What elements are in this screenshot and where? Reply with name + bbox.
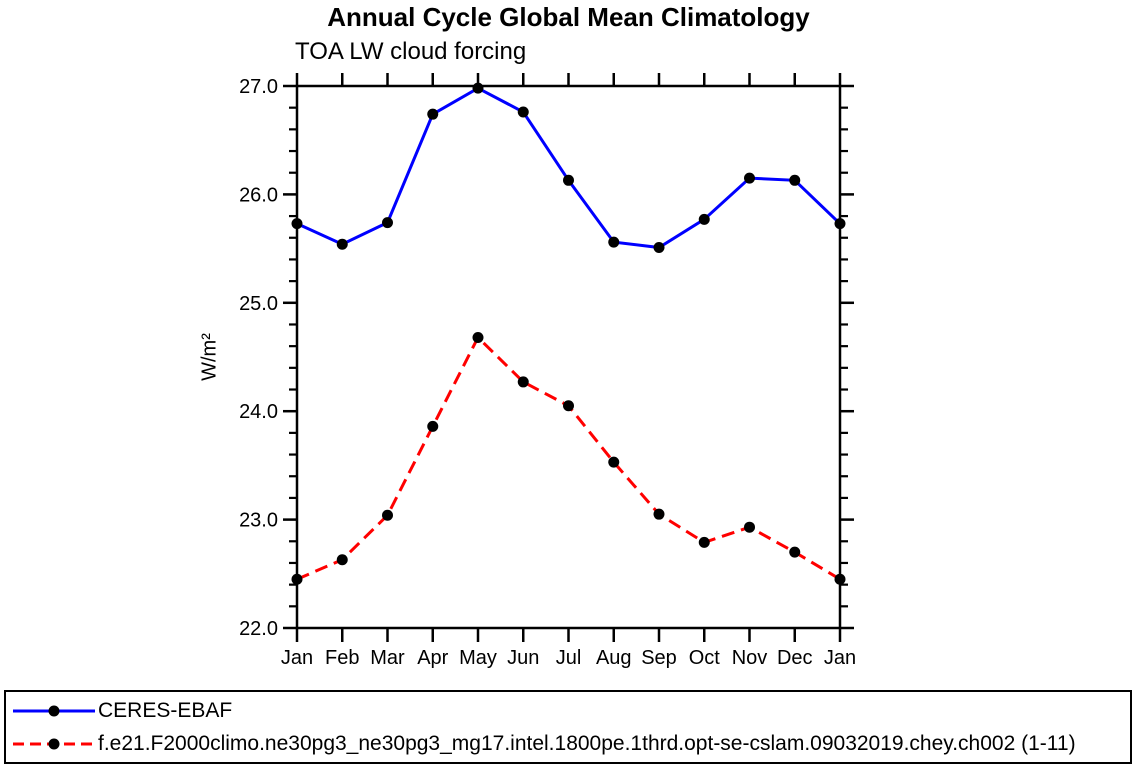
ceres-ebaf-data-point	[834, 218, 846, 230]
x-tick-label: Jul	[556, 647, 582, 669]
model-run-data-point	[427, 420, 439, 432]
model-run-data-point	[336, 554, 348, 566]
ceres-ebaf-data-point	[698, 213, 710, 225]
x-tick-label: Jun	[507, 647, 539, 669]
chart-subtitle: TOA LW cloud forcing	[295, 38, 527, 65]
plot-frame	[295, 84, 842, 630]
legend-marker-dot	[48, 738, 60, 749]
line-chart-plot: 22.0 23.0 24.0 25.0 26.0 27.0 Jan Feb Mar Apr May J…	[239, 73, 856, 669]
model-run-data-point	[698, 536, 710, 548]
y-tick-label: 27.0	[239, 76, 278, 98]
x-tick-label: May	[459, 647, 497, 669]
ceres-ebaf-data-point	[336, 238, 348, 250]
legend-entry-ceres-ebaf: CERES-EBAF	[12, 697, 1130, 725]
y-tick-label: 25.0	[239, 293, 278, 315]
chart-title: Annual Cycle Global Mean Climatology	[327, 2, 810, 32]
x-tick-label: Jan	[824, 647, 856, 669]
model-run-data-point	[608, 456, 620, 468]
model-run-data-point	[789, 546, 801, 558]
ceres-ebaf-data-point	[291, 218, 303, 230]
y-tick-label: 26.0	[239, 184, 278, 206]
y-tick-label: 24.0	[239, 401, 278, 423]
x-tick-label: Mar	[370, 647, 405, 669]
ceres-ebaf-data-point	[744, 172, 755, 184]
model-run-data-point	[472, 331, 484, 343]
model-run-data-point	[382, 509, 393, 521]
model-run-data-point	[653, 508, 665, 520]
ceres-ebaf-data-point	[472, 82, 484, 94]
legend-entry-model-run: f.e21.F2000climo.ne30pg3_ne30pg3_mg17.in…	[12, 730, 1130, 758]
ceres-ebaf-data-point	[789, 174, 801, 186]
x-tick-label: Dec	[777, 647, 813, 669]
legend-line-sample-solid	[13, 705, 95, 716]
legend-label-model-run: f.e21.F2000climo.ne30pg3_ne30pg3_mg17.in…	[98, 731, 1076, 755]
x-tick-label: Feb	[325, 647, 359, 669]
x-tick-label: Sep	[641, 647, 677, 669]
model-run-data-point	[563, 400, 574, 412]
x-tick-label: Apr	[417, 647, 448, 669]
ceres-ebaf-data-point	[608, 236, 620, 248]
model-run-data-point	[291, 573, 303, 585]
ceres-ebaf-data-point	[653, 242, 665, 254]
ceres-ebaf-data-point	[517, 106, 529, 118]
model-run-line	[296, 334, 841, 581]
model-run-data-point	[517, 376, 529, 388]
x-tick-label: Oct	[689, 647, 721, 669]
legend-box: CERES-EBAF f.e21.F2000climo.ne30pg3_ne30…	[4, 690, 1132, 764]
x-tick-label: Nov	[732, 647, 768, 669]
x-tick-label: Jan	[281, 647, 313, 669]
model-run-data-point	[744, 521, 755, 533]
ceres-ebaf-line	[296, 86, 842, 250]
y-tick-label: 22.0	[239, 618, 278, 640]
model-run-data-point	[834, 573, 846, 585]
legend-line-sample-dashed	[13, 738, 95, 749]
legend-marker-dot	[48, 705, 60, 716]
ceres-ebaf-data-point	[563, 174, 574, 186]
ceres-ebaf-data-point	[382, 217, 393, 229]
x-tick-label: Aug	[596, 647, 632, 669]
legend-label-ceres-ebaf: CERES-EBAF	[98, 698, 233, 722]
y-tick-label: 23.0	[239, 510, 278, 532]
ceres-ebaf-data-point	[427, 108, 439, 120]
